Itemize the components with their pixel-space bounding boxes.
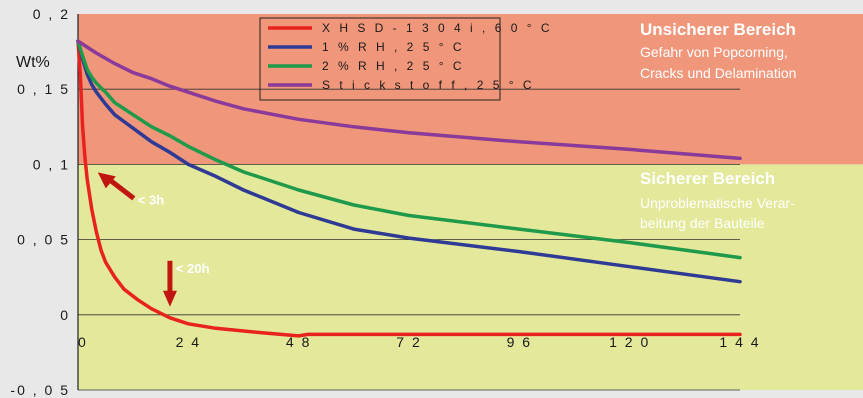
- arrow-20h-head: [162, 290, 177, 307]
- arrow-3h-shaft: [106, 176, 136, 201]
- series-line-2: [76, 39, 742, 260]
- unsafe-zone-line-1: Gefahr von Popcorning,: [640, 44, 788, 60]
- unsafe-zone-label: Unsicherer Bereich Gefahr von Popcorning…: [640, 20, 796, 81]
- x-tick-label: 7 2: [396, 334, 421, 350]
- series-line-1: [76, 39, 742, 284]
- x-tick-label: 0: [78, 334, 88, 350]
- safe-zone: [78, 164, 863, 390]
- y-axis-label: Wt%: [16, 54, 50, 71]
- legend: X H S D - 1 3 0 4 i , 6 0 ° C 1 % R H , 2…: [259, 17, 553, 101]
- annotation-3h: < 3h: [138, 192, 164, 207]
- x-tick-label: 9 6: [507, 334, 532, 350]
- y-tick-label: 0: [60, 307, 70, 323]
- unsafe-zone-line-2: Cracks und Delamination: [640, 65, 796, 81]
- tick-labels: 0 , 2 0 , 1 5 0 , 1 0 , 0 5 0 -0 , 0 5 0 2 4 4 8…: [10, 6, 760, 398]
- annotation-layer: < 3h < 20h: [97, 172, 210, 307]
- series-line-3: [76, 39, 742, 161]
- y-tick-label: 0 , 1: [33, 156, 70, 172]
- safe-zone-line-2: beitung der Bauteile: [640, 215, 765, 231]
- legend-box: [259, 17, 501, 101]
- safe-zone-label: Sicherer Bereich Unproblematische Verar-…: [640, 169, 795, 231]
- y-tick-label: 0 , 1 5: [17, 81, 70, 97]
- series-line-0: [76, 39, 742, 338]
- x-tick-label: 2 4: [176, 334, 201, 350]
- annotation-20h: < 20h: [176, 261, 210, 276]
- x-tick-label: 1 2 0: [609, 334, 650, 350]
- legend-label-2: 2 % R H , 2 5 ° C: [322, 59, 465, 73]
- legend-label-0: X H S D - 1 3 0 4 i , 6 0 ° C: [322, 21, 553, 35]
- legend-label-1: 1 % R H , 2 5 ° C: [322, 40, 465, 54]
- x-tick-label: 1 4 4: [719, 334, 760, 350]
- series-layer: [76, 39, 742, 338]
- legend-label-3: S t i c k s t o f f , 2 5 ° C: [322, 78, 535, 92]
- x-tick-label: 4 8: [286, 334, 311, 350]
- y-tick-label: -0 , 0 5: [10, 382, 70, 398]
- safe-zone-title: Sicherer Bereich: [640, 169, 775, 188]
- safe-zone-line-1: Unproblematische Verar-: [640, 195, 795, 211]
- y-tick-label: 0 , 2: [33, 6, 70, 22]
- arrow-3h-head: [97, 172, 116, 189]
- y-tick-label: 0 , 0 5: [17, 232, 70, 248]
- unsafe-zone-title: Unsicherer Bereich: [640, 20, 796, 39]
